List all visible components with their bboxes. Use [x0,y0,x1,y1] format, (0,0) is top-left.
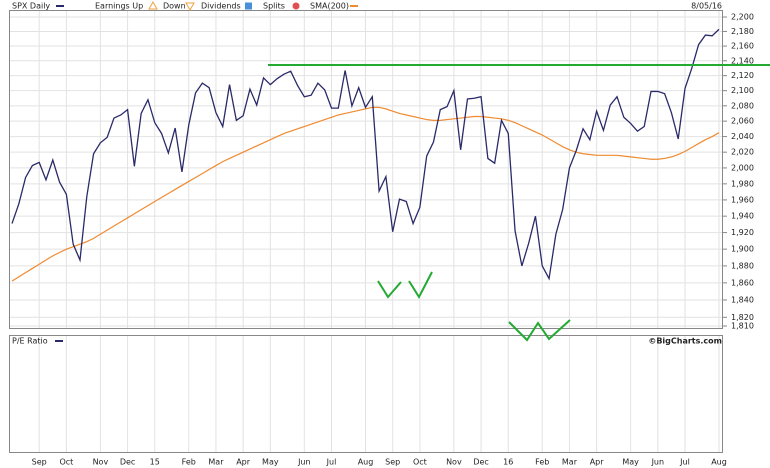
y-tick-label: 1,900 [731,245,754,254]
x-tick-label: Aug [358,458,374,467]
y-tick-label: 1,940 [731,212,754,221]
pe-panel [9,335,723,453]
x-tick-label: Feb [182,458,196,467]
y-tick-label: 1,880 [731,261,754,270]
grid [10,11,727,452]
y-tick-label: 2,060 [731,117,754,126]
plot [11,28,720,282]
x-tick-label: Oct [59,458,73,467]
y-tick-label: 2,080 [731,101,754,110]
x-tick-label: Dec [473,458,488,467]
x-tick-label: 16 [503,458,513,467]
x-tick-label: May [622,458,639,467]
y-tick-label: 2,160 [731,42,754,51]
x-tick-label: Mar [208,458,224,467]
legend-label: Earnings Up [95,2,143,11]
x-tick-label: Sep [385,458,400,467]
y-tick-label: 2,020 [731,148,754,157]
x-tick-label: May [262,458,279,467]
v-mark [408,271,433,300]
series-line [11,28,720,281]
x-tick-label: Oct [413,458,427,467]
x-tick-label: Jun [651,458,665,467]
legend-label: SPX Daily [12,2,50,11]
x-tick-label: Aug [711,458,727,467]
x-tick-label: Apr [236,458,251,467]
y-tick-label: 2,200 [731,13,754,22]
y-tick-label: 1,820 [731,313,754,322]
y-tick-label: 2,120 [731,71,754,80]
y-tick-label: 1,920 [731,228,754,237]
legend-swatch [148,0,158,10]
x-tick-label: Mar [562,458,578,467]
x-tick-label: Jun [297,458,311,467]
annotations [268,64,770,342]
x-tick-label: Nov [446,458,462,467]
y-tick-label: 2,000 [731,163,754,172]
y-tick-label: 1,810 [731,322,754,331]
y-tick-label: 1,960 [731,195,754,204]
series-line [11,106,720,282]
w-mark [508,319,571,342]
legend-swatch [292,2,300,10]
y-tick-label: 2,100 [731,86,754,95]
y-tick-label: 1,980 [731,179,754,188]
legend-label: Down [163,2,186,11]
x-tick-label: Apr [590,458,605,467]
x-tick-label: Dec [120,458,135,467]
v-mark [377,280,402,299]
y-tick-label: 2,140 [731,56,754,65]
x-tick-label: 15 [150,458,160,467]
x-tick-label: Jul [679,458,690,467]
date-label: 8/05/16 [691,2,722,11]
legend-label: Dividends [201,2,241,11]
x-tick-label: Feb [535,458,549,467]
y-tick-label: 2,180 [731,27,754,36]
x-tick-label: Jul [326,458,337,467]
y-tick-label: 1,840 [731,295,754,304]
y-tick-label: 2,040 [731,132,754,141]
y-tick-label: 1,860 [731,278,754,287]
x-tick-label: Sep [32,458,47,467]
legend-swatch [185,2,195,12]
x-tick-label: Nov [93,458,109,467]
legend-swatch [245,2,252,10]
legend-label: SMA(200) [310,2,349,11]
credit: ©BigCharts.com [648,337,722,346]
panel-title: P/E Ratio [12,337,48,346]
price-panel [9,10,723,329]
legend-label: Splits [263,2,285,11]
